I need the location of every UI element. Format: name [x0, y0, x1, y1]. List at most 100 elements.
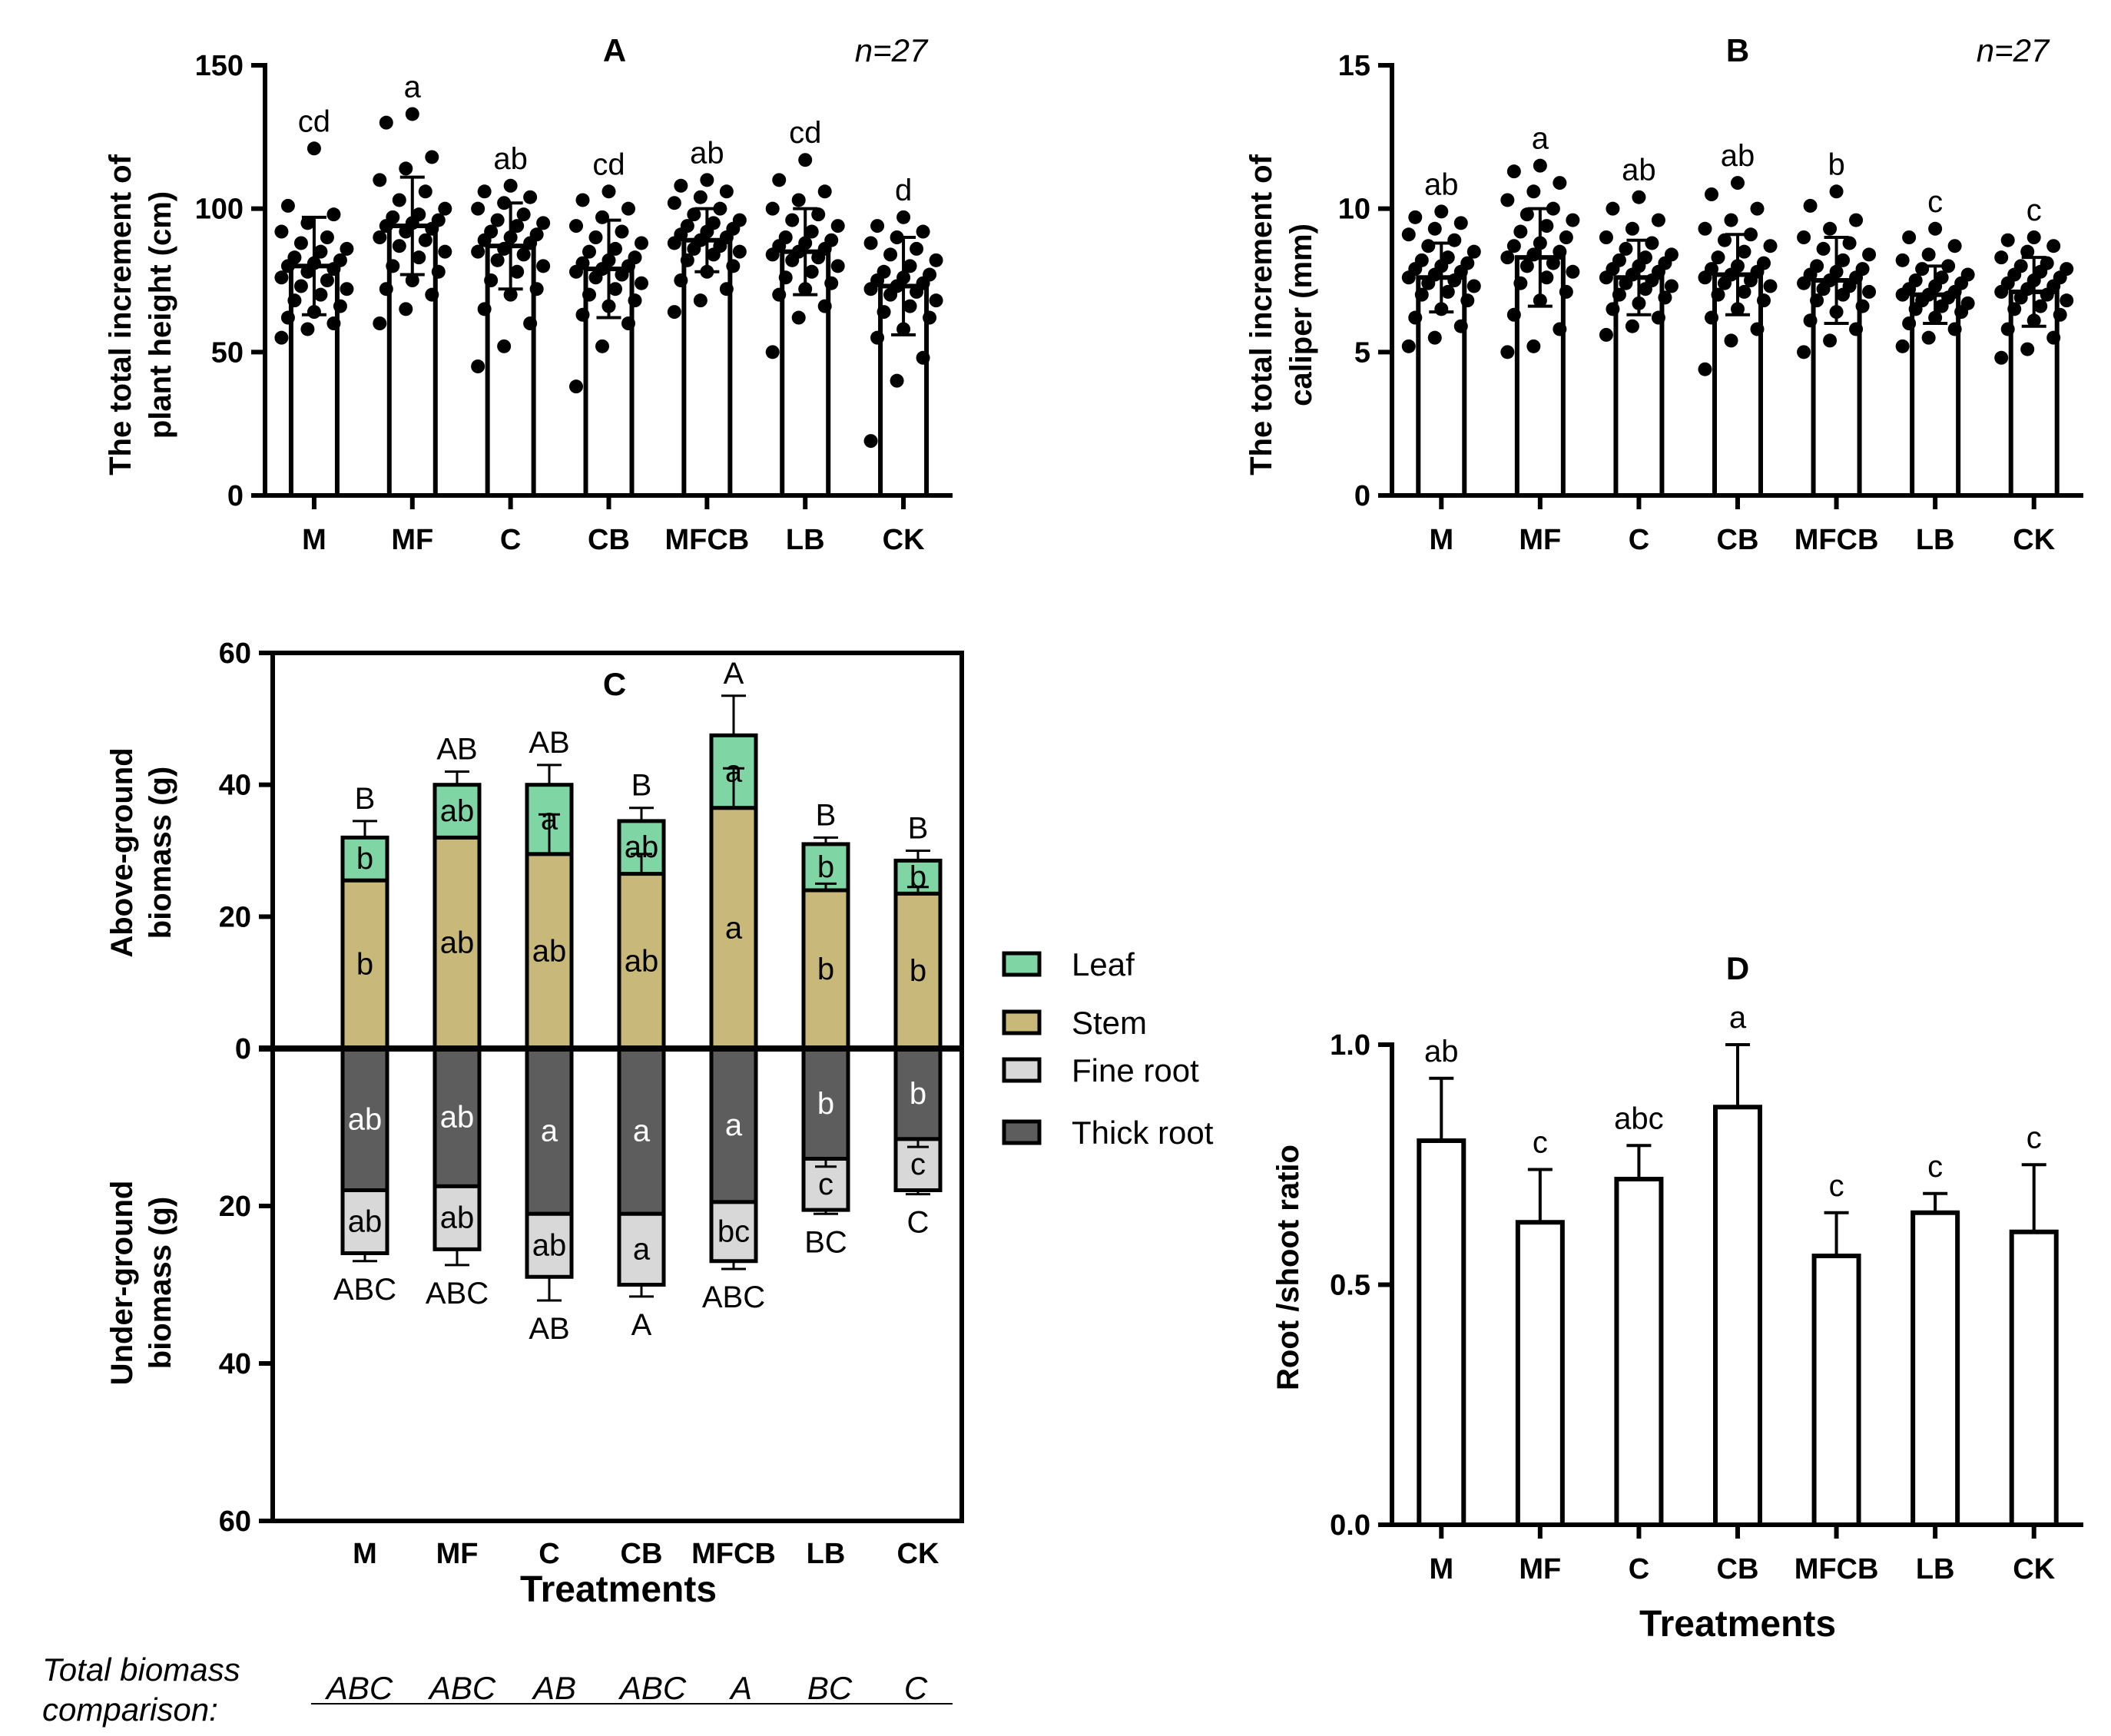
panelA-data-point [588, 230, 603, 244]
panelA-data-point [293, 279, 308, 293]
panelB-data-point [1849, 213, 1864, 227]
panelB-data-point [2000, 322, 2015, 336]
panelB-data-point [1823, 333, 1838, 348]
stem-letter: ab [625, 944, 659, 978]
panelB-data-point [1915, 262, 1930, 277]
panel-d-category-label: CB [1717, 1553, 1759, 1585]
panelB-data-point [1664, 247, 1679, 262]
panelB-data-point [1862, 247, 1877, 262]
thick-root-segment [432, 1046, 482, 1188]
panelA-data-point [923, 310, 937, 325]
panel-d-bar [1417, 1138, 1466, 1527]
panelA-data-point [503, 178, 518, 193]
total-biomass-letter: ABC [618, 1670, 687, 1706]
total-biomass-letter: BC [807, 1670, 853, 1706]
panel-c-category-label: CK [897, 1538, 940, 1570]
panel-c-category-label: M [353, 1538, 377, 1570]
above-ground-letter: AB [436, 733, 477, 767]
legend-leaf-swatch [1002, 951, 1042, 977]
panelB-data-point [1500, 250, 1515, 265]
panelA-data-point [373, 316, 387, 330]
panel-d-significance-letter: c [1927, 1150, 1943, 1184]
panelB-data-point [1414, 287, 1429, 302]
panelB-category-label: M [1429, 524, 1453, 556]
panelA-significance-letter: cd [298, 104, 330, 138]
panelB-data-point [1737, 284, 1751, 299]
panelA-data-point [804, 224, 819, 239]
panelB-data-point [1546, 201, 1560, 216]
panelB-data-point [2020, 342, 2035, 356]
panelB-data-point [1705, 187, 1718, 201]
panel-d-significance-letter: c [1533, 1126, 1548, 1160]
panelA-data-point [582, 287, 596, 302]
panelA-data-point [386, 210, 400, 224]
panelB-significance-letter: ab [1721, 139, 1755, 173]
panelA-data-point [772, 287, 787, 302]
panelB-data-point [2060, 262, 2074, 277]
panelA-data-point [687, 207, 701, 222]
panelA-data-point [706, 216, 721, 230]
panelA-category-label: LB [786, 524, 825, 556]
above-ground-letter: A [724, 657, 744, 691]
panelA-data-point [399, 302, 413, 316]
panel-c-category-label: MFCB [691, 1538, 776, 1570]
panel-c-xlabel: Treatments [520, 1569, 717, 1610]
panel-d-category-label: CK [2013, 1553, 2055, 1585]
panelB-data-point [1553, 322, 1567, 336]
panelB-data-point [1427, 330, 1442, 345]
panel-c-ytick-label: 40 [219, 770, 251, 802]
panel-d-ytick-label: 0.0 [1330, 1509, 1370, 1542]
panel-c-category-label: LB [807, 1538, 846, 1570]
panelB-data-point [1421, 239, 1436, 253]
panelA-data-point [667, 196, 681, 210]
total-biomass-comparison: Total biomass comparison: ABC ABC AB ABC A BC… [42, 1652, 953, 1728]
panelA-data-point [778, 230, 793, 244]
panelB-data-point [1526, 339, 1541, 353]
panel-c: C Above-ground biomass (g) Under-ground … [105, 638, 964, 1610]
panelA-ytick-label: 50 [211, 336, 244, 369]
panelB-data-point [1994, 250, 2009, 265]
panelA-data-point [536, 259, 551, 273]
panel-d-category-label: M [1429, 1553, 1453, 1585]
panelB-data-point [1797, 345, 1811, 359]
total-biomass-letter: C [904, 1670, 928, 1706]
panelB-data-point [1612, 253, 1626, 267]
leaf-letter: b [356, 842, 373, 876]
panelB-data-point [1797, 230, 1811, 244]
panelB-data-point [1500, 193, 1515, 207]
panelA-data-point [817, 184, 832, 199]
panelB-data-point [2040, 256, 2054, 270]
panelA-data-point [490, 213, 505, 227]
panelA-data-point [621, 316, 635, 330]
panelA-data-point [320, 273, 334, 287]
panelA-data-point [287, 250, 302, 265]
stem-letter: b [910, 954, 926, 988]
panelA-data-point [601, 184, 616, 199]
panelA-data-point [595, 210, 609, 224]
panelB-data-point [1994, 350, 2009, 365]
panelA-data-point [471, 244, 485, 259]
fine-root-segment [617, 1211, 666, 1287]
leaf-letter: a [725, 755, 743, 789]
below-ground-letter: ABC [426, 1277, 489, 1310]
panelB-data-point [1440, 250, 1455, 265]
panelB-data-point [2033, 299, 2048, 313]
panel-c-ylabel-top-1: Above-ground [105, 747, 139, 957]
panelB-data-point [1829, 184, 1844, 199]
legend-stem-label: Stem [1072, 1005, 1147, 1041]
panelA-data-point [300, 322, 315, 336]
panelA-data-point [719, 282, 734, 297]
above-ground-letter: B [816, 798, 837, 832]
panelA-data-point [791, 193, 806, 207]
panelB-data-point [1651, 213, 1665, 227]
panel-d-category-label: C [1629, 1553, 1649, 1585]
thick-root-letter: b [910, 1077, 926, 1111]
panel-c-frame [270, 651, 964, 1523]
panelA-data-point [523, 316, 538, 330]
below-ground-letter: AB [529, 1312, 569, 1346]
stem-letter: b [817, 952, 834, 986]
panelA-data-point [274, 330, 289, 345]
panelA-data-point [719, 184, 734, 199]
below-ground-letter: BC [804, 1225, 847, 1259]
panelB-data-point [1698, 362, 1712, 376]
